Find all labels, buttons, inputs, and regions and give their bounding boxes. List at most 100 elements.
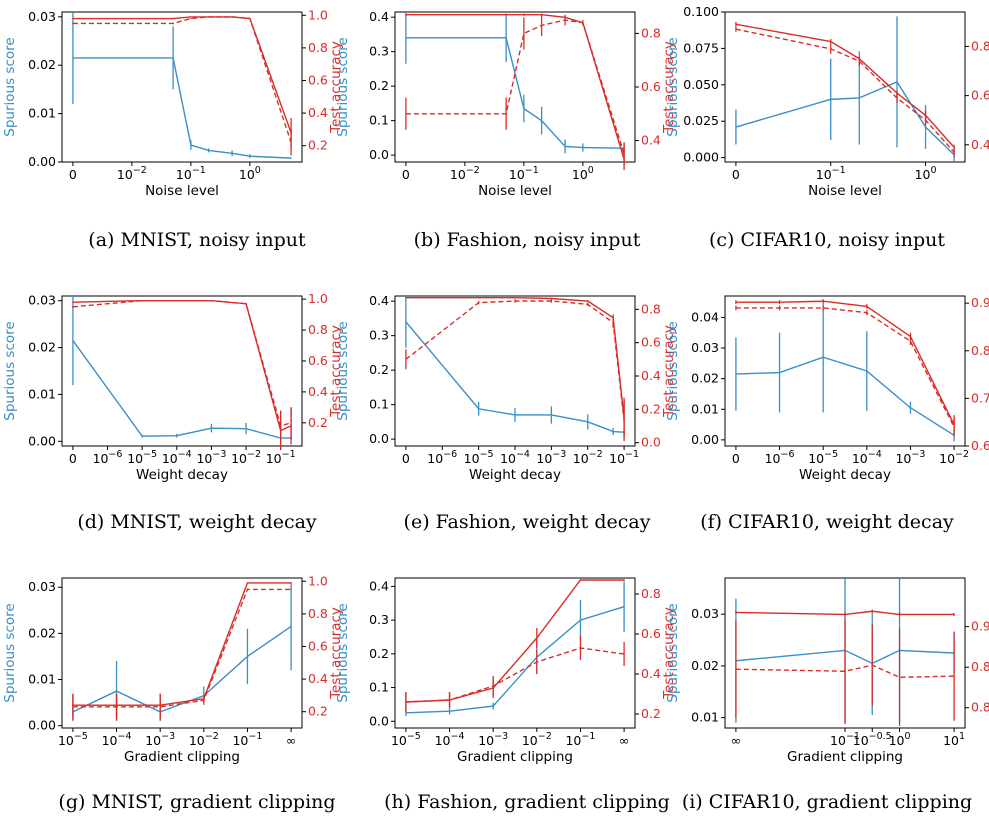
chart-panel-g: 0.00 0.01 0.02 0.03 0.2 0.4 0.6 0.8 1.0 10−5 10−4 1… [2,573,344,765]
y-right-axis-label: Test accuracy [328,325,344,418]
y-left-tick-label: 0.3 [369,612,389,627]
spurious-score-series [72,582,292,722]
y-left-tick-label: 0.050 [683,77,719,92]
y-right-axis-label: Test accuracy [661,607,677,700]
test-accuracy-series-line [72,582,292,706]
y-right-tick-label: 1.0 [308,291,328,306]
y-left-tick-label: 0.3 [369,328,389,343]
test-accuracy-dashed-series-line [735,307,955,428]
y-left-tick-label: 0.03 [691,606,719,621]
y-left-axis-label: Spurious score [2,603,18,702]
x-tick-label: 0 [69,451,77,466]
plot-frame [724,11,966,163]
y-left-tick-label: 0.025 [683,113,719,128]
y-left-tick-label: 0.00 [28,718,56,733]
y-right-tick-label: 0.6 [308,353,328,368]
y-right-tick-label: 0.6 [308,72,328,87]
y-right-tick-label: 0.8 [971,343,989,358]
test-accuracy-series-line [72,299,292,432]
test-accuracy-series-line [405,579,625,703]
caption-h: (h) Fashion, gradient clipping [384,791,670,813]
y-left-axis-label: Spurious score [2,37,18,136]
test-accuracy-series [72,16,292,148]
test-accuracy-series [735,609,955,617]
x-axis-label: Gradient clipping [787,749,903,765]
y-left-tick-label: 0.03 [691,340,719,355]
x-tick-label: 10−2 [450,165,480,182]
chart-panel-e: 0.0 0.1 0.2 0.3 0.4 0.0 0.2 0.4 0.6 0.8 0 10−6 10−5 1… [335,293,677,483]
spurious-score-series [405,12,625,155]
x-axis-label: Noise level [478,183,552,199]
y-left-tick-label: 0.01 [28,386,56,401]
y-right-tick-label: 0.6 [971,438,989,453]
y-right-tick-label: 0.89 [971,659,989,674]
y-right-tick-label: 0.8 [308,606,328,621]
y-left-tick-label: 0.100 [683,4,719,19]
spurious-score-series-line [72,625,292,713]
caption-d: (d) MNIST, weight decay [77,511,317,533]
y-left-tick-label: 0.04 [691,309,719,324]
y-right-tick-label: 0.8 [641,586,661,601]
x-tick-label: 10−4 [500,449,530,466]
x-tick-label: 10−4 [852,449,882,466]
y-right-tick-label: 0.2 [308,138,328,153]
y-left-axis-label: Spurious score [665,603,681,702]
x-tick-label: 10−5 [127,449,157,466]
x-tick-label: 0 [732,167,740,182]
x-tick-label: 10−5 [808,449,838,466]
y-left-tick-label: 0.1 [369,680,389,695]
y-left-tick-label: 0.02 [691,658,719,673]
x-tick-label: 10−5 [58,731,88,748]
y-left-tick-label: 0.03 [28,579,56,594]
test-accuracy-dashed-series [72,588,292,720]
y-right-tick-label: 0.2 [308,704,328,719]
chart-panel-d: 0.00 0.01 0.02 0.03 0.2 0.4 0.6 0.8 1.0 0 10−6 10−5… [2,291,344,483]
y-left-tick-label: 0.00 [28,433,56,448]
chart-panel-h: 0.0 0.1 0.2 0.3 0.4 0.2 0.4 0.6 0.8 10−5 10−4 10−3 1… [335,577,677,765]
x-axis-label: Weight decay [136,467,228,483]
x-tick-label: 10−1 [266,449,296,466]
test-accuracy-series-line [735,23,955,148]
y-left-tick-label: 0.4 [369,578,389,593]
y-left-tick-label: 0.00 [28,154,56,169]
plot-frame [61,577,303,729]
x-tick-label: 10−3 [895,449,925,466]
chart-panel-b: 0.0 0.1 0.2 0.3 0.4 0.4 0.6 0.8 0 10−2 10−1 100 Nois… [335,9,677,199]
x-tick-label: ∞ [286,733,296,748]
y-left-tick-label: 0.03 [28,293,56,308]
test-accuracy-dashed-series-line [405,647,625,703]
y-left-axis-label: Spurious score [335,321,351,420]
y-left-tick-label: 0.1 [369,397,389,412]
y-left-axis-label: Spurious score [335,603,351,702]
y-left-tick-label: 0.0 [369,431,389,446]
test-accuracy-dashed-series [405,636,625,712]
x-axis-label: Noise level [808,183,882,199]
y-left-tick-label: 0.2 [369,362,389,377]
test-accuracy-dashed-series [735,26,955,158]
x-tick-label: 10−1 [232,731,262,748]
x-tick-label: 10−4 [102,731,132,748]
y-right-tick-label: 0.6 [308,638,328,653]
y-left-tick-label: 0.01 [28,672,56,687]
y-left-axis-label: Spurious score [335,37,351,136]
y-left-tick-label: 0.01 [691,401,719,416]
plot-frame [724,295,966,447]
y-left-axis-label: Spurious score [2,321,18,420]
spurious-score-series [735,302,955,442]
chart-panel-a: 0.00 0.01 0.02 0.03 0.2 0.4 0.6 0.8 1.0 0 10−2 10−1… [2,7,344,199]
y-left-tick-label: 0.02 [28,625,56,640]
y-right-tick-label: 0.8 [641,25,661,40]
y-right-tick-label: 0.7 [971,390,989,405]
x-tick-label: 10−5 [464,449,494,466]
x-tick-label: 0 [732,451,740,466]
y-right-tick-label: 0.0 [641,435,661,450]
spurious-score-series-line [72,340,292,439]
x-tick-label: 10−2 [939,449,969,466]
test-accuracy-dashed-series [405,299,625,441]
y-left-tick-label: 0.075 [683,40,719,55]
test-accuracy-dashed-series-line [735,28,955,153]
caption-e: (e) Fashion, weight decay [403,511,651,533]
y-left-tick-label: 0.0 [369,713,389,728]
spurious-score-series-line [735,356,955,436]
